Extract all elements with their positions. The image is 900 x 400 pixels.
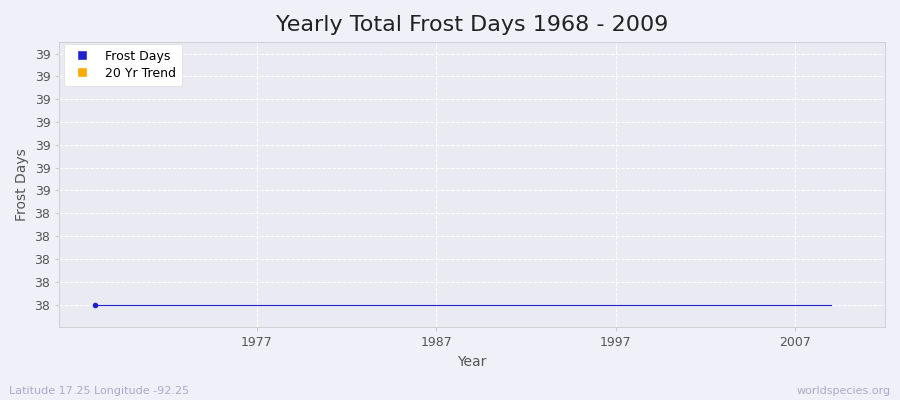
Text: worldspecies.org: worldspecies.org (796, 386, 891, 396)
Legend: Frost Days, 20 Yr Trend: Frost Days, 20 Yr Trend (64, 44, 182, 86)
Y-axis label: Frost Days: Frost Days (15, 148, 29, 221)
Text: Latitude 17.25 Longitude -92.25: Latitude 17.25 Longitude -92.25 (9, 386, 189, 396)
Title: Yearly Total Frost Days 1968 - 2009: Yearly Total Frost Days 1968 - 2009 (276, 15, 669, 35)
X-axis label: Year: Year (457, 355, 487, 369)
